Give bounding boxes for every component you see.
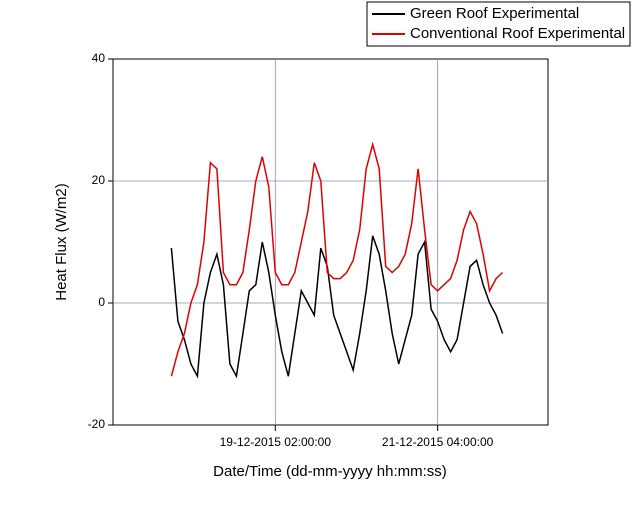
x-axis-label: Date/Time (dd-mm-yyyy hh:mm:ss): [213, 463, 447, 480]
legend-label: Conventional Roof Experimental: [410, 25, 625, 42]
x-tick-label: 19-12-2015 02:00:00: [220, 435, 332, 449]
legend-box: [366, 1, 631, 47]
y-tick-label: 20: [92, 173, 106, 187]
series-line: [170, 235, 504, 379]
series-line: [170, 141, 504, 377]
y-tick-label: 40: [92, 51, 106, 65]
x-tick-label: 21-12-2015 04:00:00: [382, 435, 494, 449]
y-tick-label: -20: [88, 417, 106, 431]
legend-label: Green Roof Experimental: [410, 5, 579, 22]
y-tick-label: 0: [98, 295, 105, 309]
plot-frame: [112, 58, 549, 426]
y-axis-label: Heat Flux (W/m2): [53, 183, 70, 301]
